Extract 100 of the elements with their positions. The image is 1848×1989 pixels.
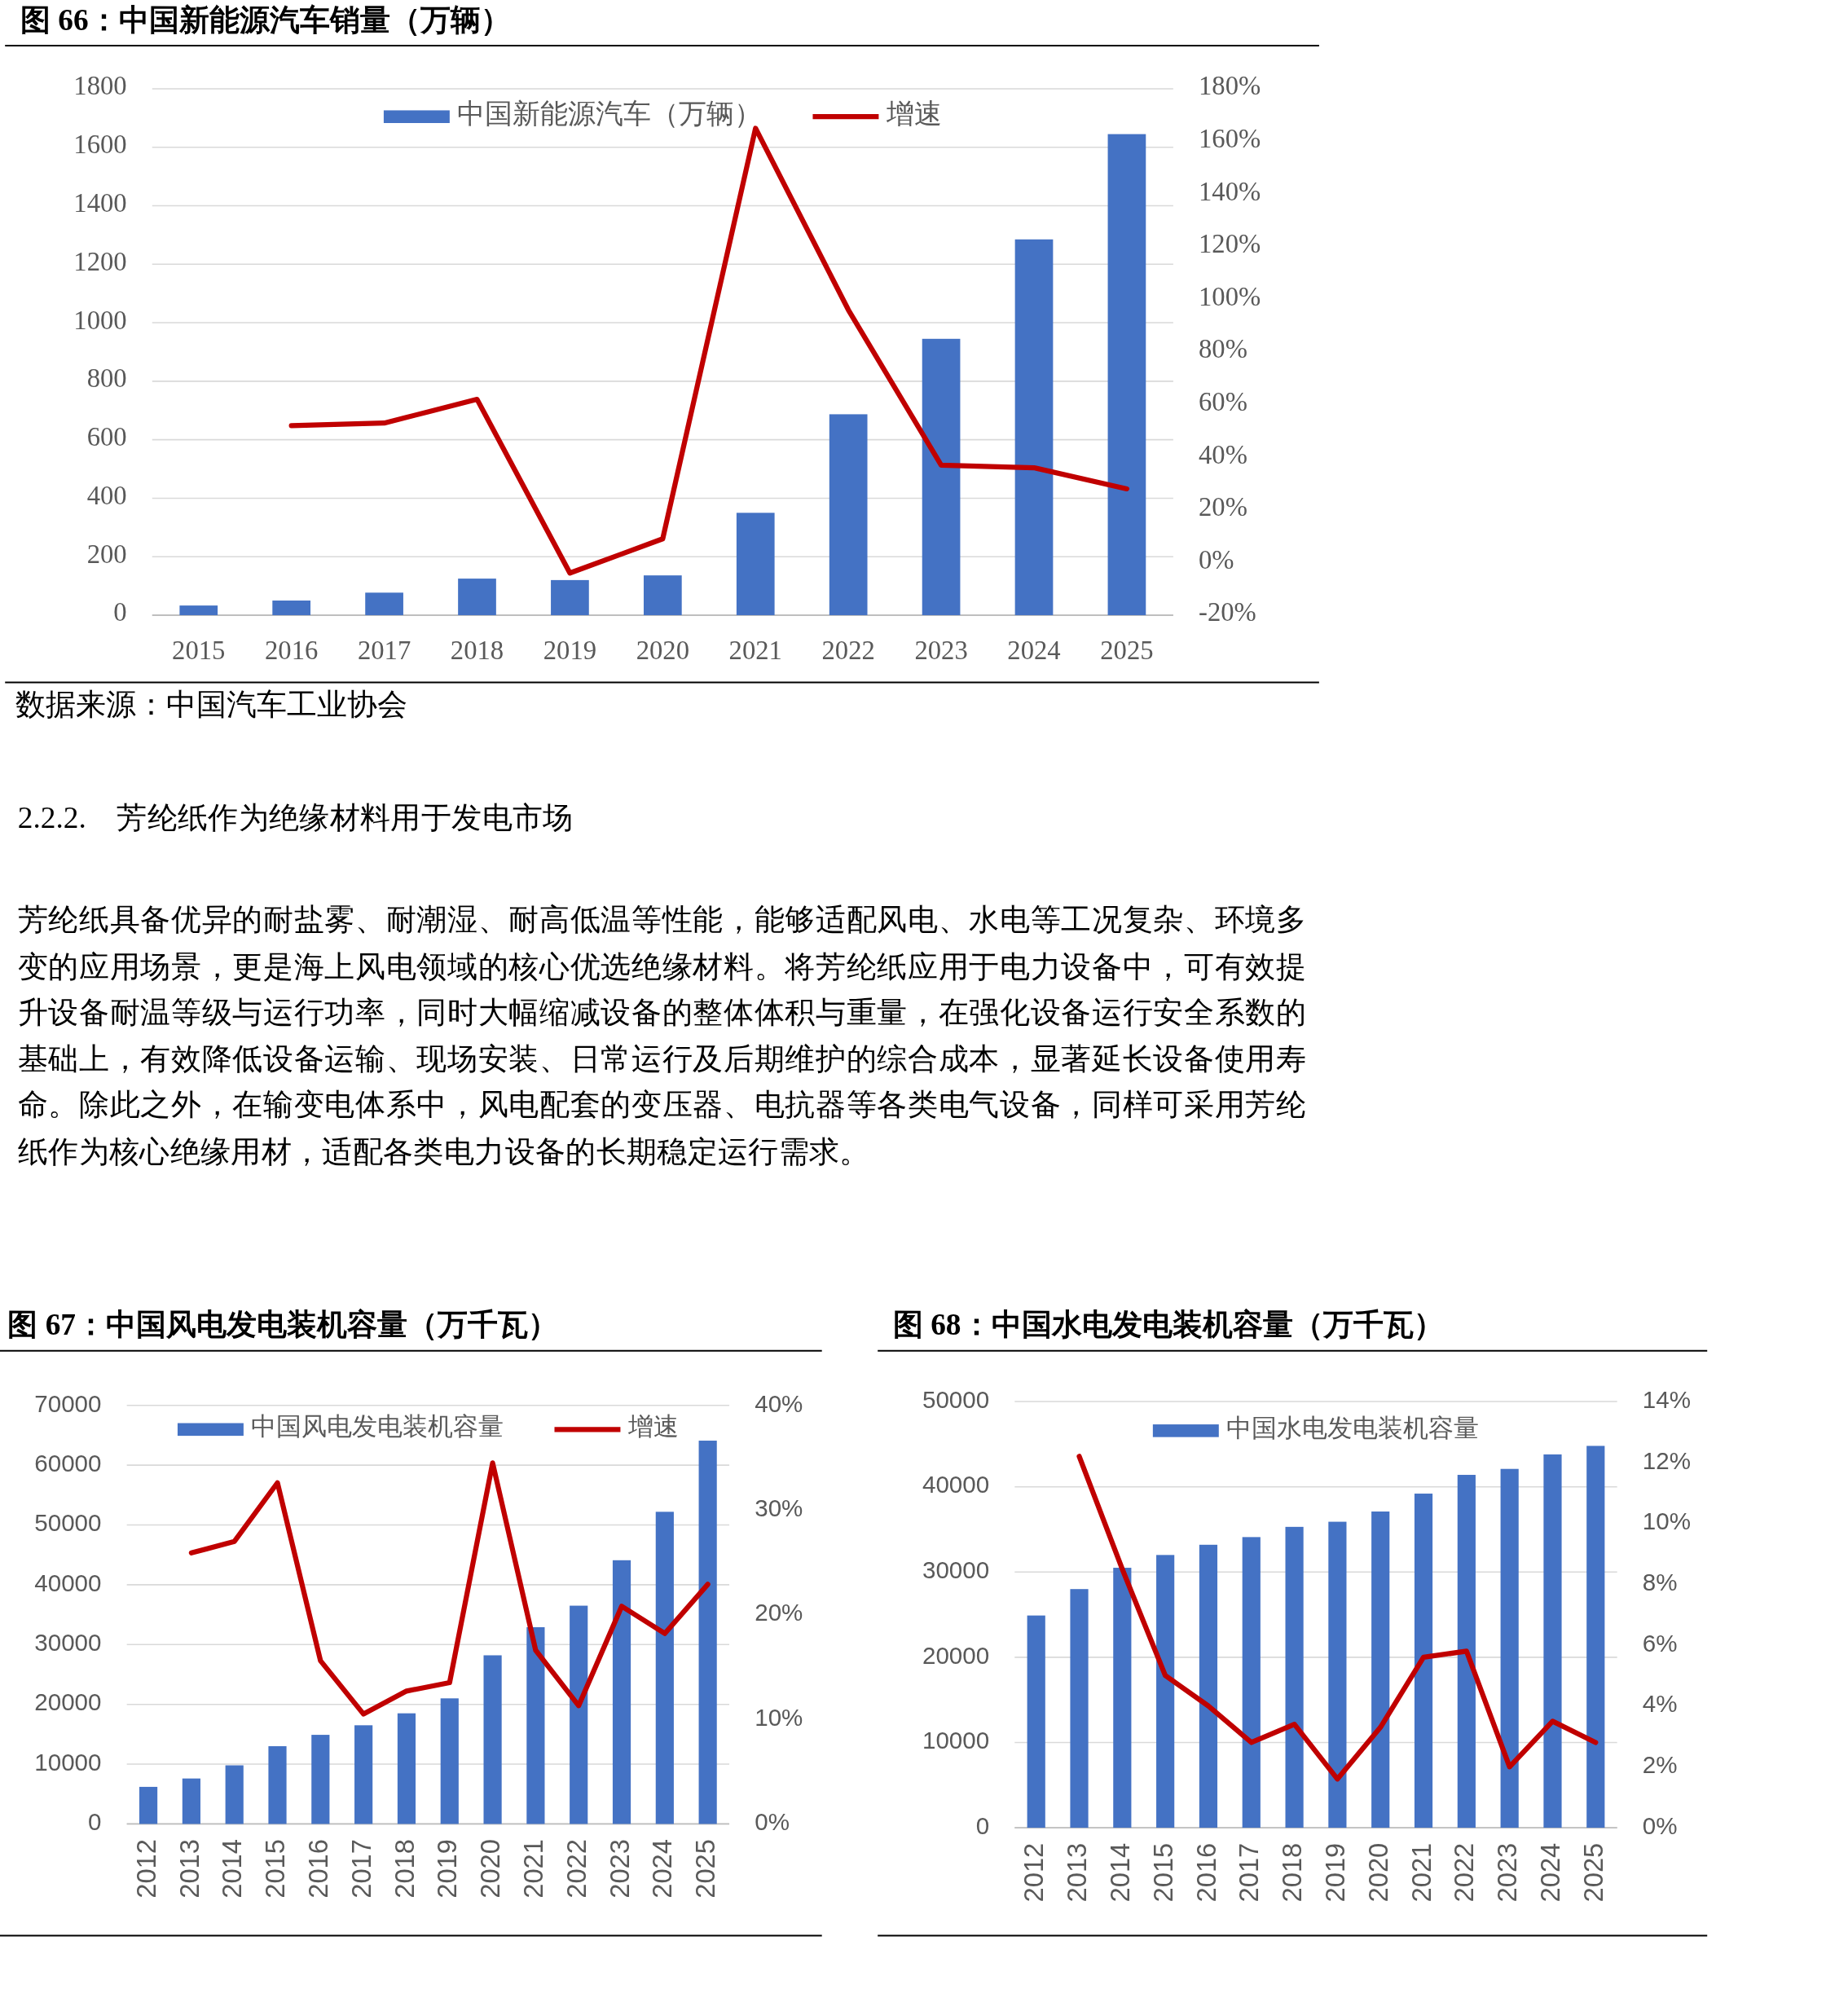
x-tick-label: 2017 (345, 1839, 376, 1899)
bar (736, 513, 775, 615)
y2-tick-label: 20% (755, 1599, 803, 1626)
x-tick-label: 2015 (172, 636, 226, 666)
y2-tick-label: 180% (1199, 71, 1261, 101)
y2-tick-label: 30% (755, 1494, 803, 1521)
x-tick-label: 2016 (1190, 1842, 1221, 1903)
x-tick-label: 2016 (302, 1839, 333, 1899)
y-tick-label: 60000 (34, 1449, 102, 1476)
y-tick-label: 1200 (73, 246, 127, 276)
bar (643, 575, 682, 615)
x-tick-label: 2025 (1100, 636, 1154, 666)
y2-tick-label: 20% (1199, 492, 1247, 522)
bar (1457, 1475, 1476, 1828)
chart-title: 图 66：中国新能源汽车销量（万辆） (20, 2, 511, 37)
bar (1543, 1454, 1562, 1828)
x-tick-label: 2023 (604, 1839, 635, 1899)
x-tick-label: 2014 (1104, 1842, 1135, 1903)
y2-tick-label: 40% (755, 1389, 803, 1417)
y2-tick-label: -20% (1199, 597, 1256, 627)
bar (1014, 239, 1054, 615)
x-tick-label: 2019 (432, 1839, 463, 1899)
bar (483, 1655, 502, 1824)
x-tick-label: 2021 (1406, 1842, 1437, 1903)
bar (922, 338, 961, 615)
y-tick-label: 30000 (34, 1629, 102, 1657)
legend-label: 增速 (627, 1412, 679, 1441)
x-tick-label: 2019 (543, 636, 597, 666)
y-tick-label: 0 (88, 1808, 102, 1836)
x-tick-label: 2024 (1535, 1842, 1566, 1903)
y2-tick-label: 80% (1199, 334, 1247, 364)
y2-tick-label: 14% (1642, 1385, 1691, 1413)
y2-tick-label: 120% (1199, 229, 1261, 259)
x-tick-label: 2016 (265, 636, 319, 666)
y-tick-label: 20000 (34, 1688, 102, 1716)
x-tick-label: 2018 (389, 1839, 420, 1899)
bar (139, 1786, 158, 1824)
x-tick-label: 2013 (1062, 1842, 1093, 1903)
source-note: 数据来源：中国汽车工业协会 (15, 688, 407, 722)
x-tick-label: 2021 (728, 636, 782, 666)
bar (1371, 1512, 1390, 1828)
x-tick-label: 2024 (647, 1839, 678, 1899)
bar (1027, 1615, 1045, 1828)
y-tick-label: 50000 (34, 1509, 102, 1537)
y2-tick-label: 100% (1199, 281, 1261, 311)
bar (1070, 1589, 1089, 1828)
bar (1242, 1537, 1261, 1828)
x-tick-label: 2012 (130, 1839, 161, 1899)
bar (1107, 134, 1146, 615)
y-tick-label: 600 (86, 422, 127, 452)
y-tick-label: 10000 (922, 1727, 990, 1754)
x-tick-label: 2022 (821, 636, 875, 666)
y-tick-label: 1400 (73, 188, 127, 218)
y2-tick-label: 10% (1642, 1507, 1691, 1535)
y2-tick-label: 0% (1199, 544, 1234, 574)
bar (1500, 1468, 1519, 1828)
x-tick-label: 2013 (174, 1839, 205, 1899)
chart-title: 图 67：中国风电发电装机容量（万千瓦） (7, 1308, 559, 1342)
y-tick-label: 0 (113, 597, 127, 627)
chart-title: 图 68：中国水电发电装机容量（万千瓦） (892, 1308, 1444, 1342)
y-tick-label: 20000 (922, 1641, 990, 1669)
bar (698, 1441, 717, 1824)
y2-tick-label: 0% (755, 1808, 790, 1836)
y-tick-label: 1000 (73, 305, 127, 335)
bar (612, 1560, 631, 1824)
x-tick-label: 2025 (690, 1839, 721, 1899)
y2-tick-label: 140% (1199, 176, 1261, 206)
bar (1285, 1526, 1304, 1828)
x-tick-label: 2018 (450, 636, 504, 666)
y-tick-label: 200 (86, 539, 127, 569)
bar (440, 1698, 459, 1824)
x-tick-label: 2019 (1320, 1842, 1351, 1903)
x-tick-label: 2018 (1277, 1842, 1308, 1903)
x-tick-label: 2017 (357, 636, 411, 666)
y2-tick-label: 160% (1199, 124, 1261, 154)
x-tick-label: 2020 (475, 1839, 506, 1899)
legend-label: 中国新能源汽车（万辆） (457, 98, 763, 130)
y-tick-label: 1800 (73, 71, 127, 101)
bar (365, 592, 403, 615)
y-tick-label: 40000 (34, 1569, 102, 1596)
x-tick-label: 2020 (1362, 1842, 1393, 1903)
y2-tick-label: 12% (1642, 1446, 1691, 1474)
bar (570, 1605, 588, 1824)
bar (655, 1512, 674, 1824)
x-tick-label: 2024 (1007, 636, 1061, 666)
bar (458, 579, 496, 615)
bar (1586, 1446, 1605, 1828)
bar (1199, 1544, 1218, 1828)
y2-tick-label: 0% (1642, 1811, 1678, 1839)
x-tick-label: 2015 (1147, 1842, 1178, 1903)
y-tick-label: 50000 (922, 1385, 990, 1413)
bar (1414, 1494, 1433, 1828)
bar (551, 579, 589, 615)
bar (829, 414, 868, 615)
y-tick-label: 10000 (34, 1748, 102, 1776)
bar (179, 605, 218, 615)
y2-tick-label: 10% (755, 1703, 803, 1731)
x-tick-label: 2023 (914, 636, 968, 666)
y-tick-label: 30000 (922, 1556, 990, 1584)
y-tick-label: 1600 (73, 130, 127, 160)
